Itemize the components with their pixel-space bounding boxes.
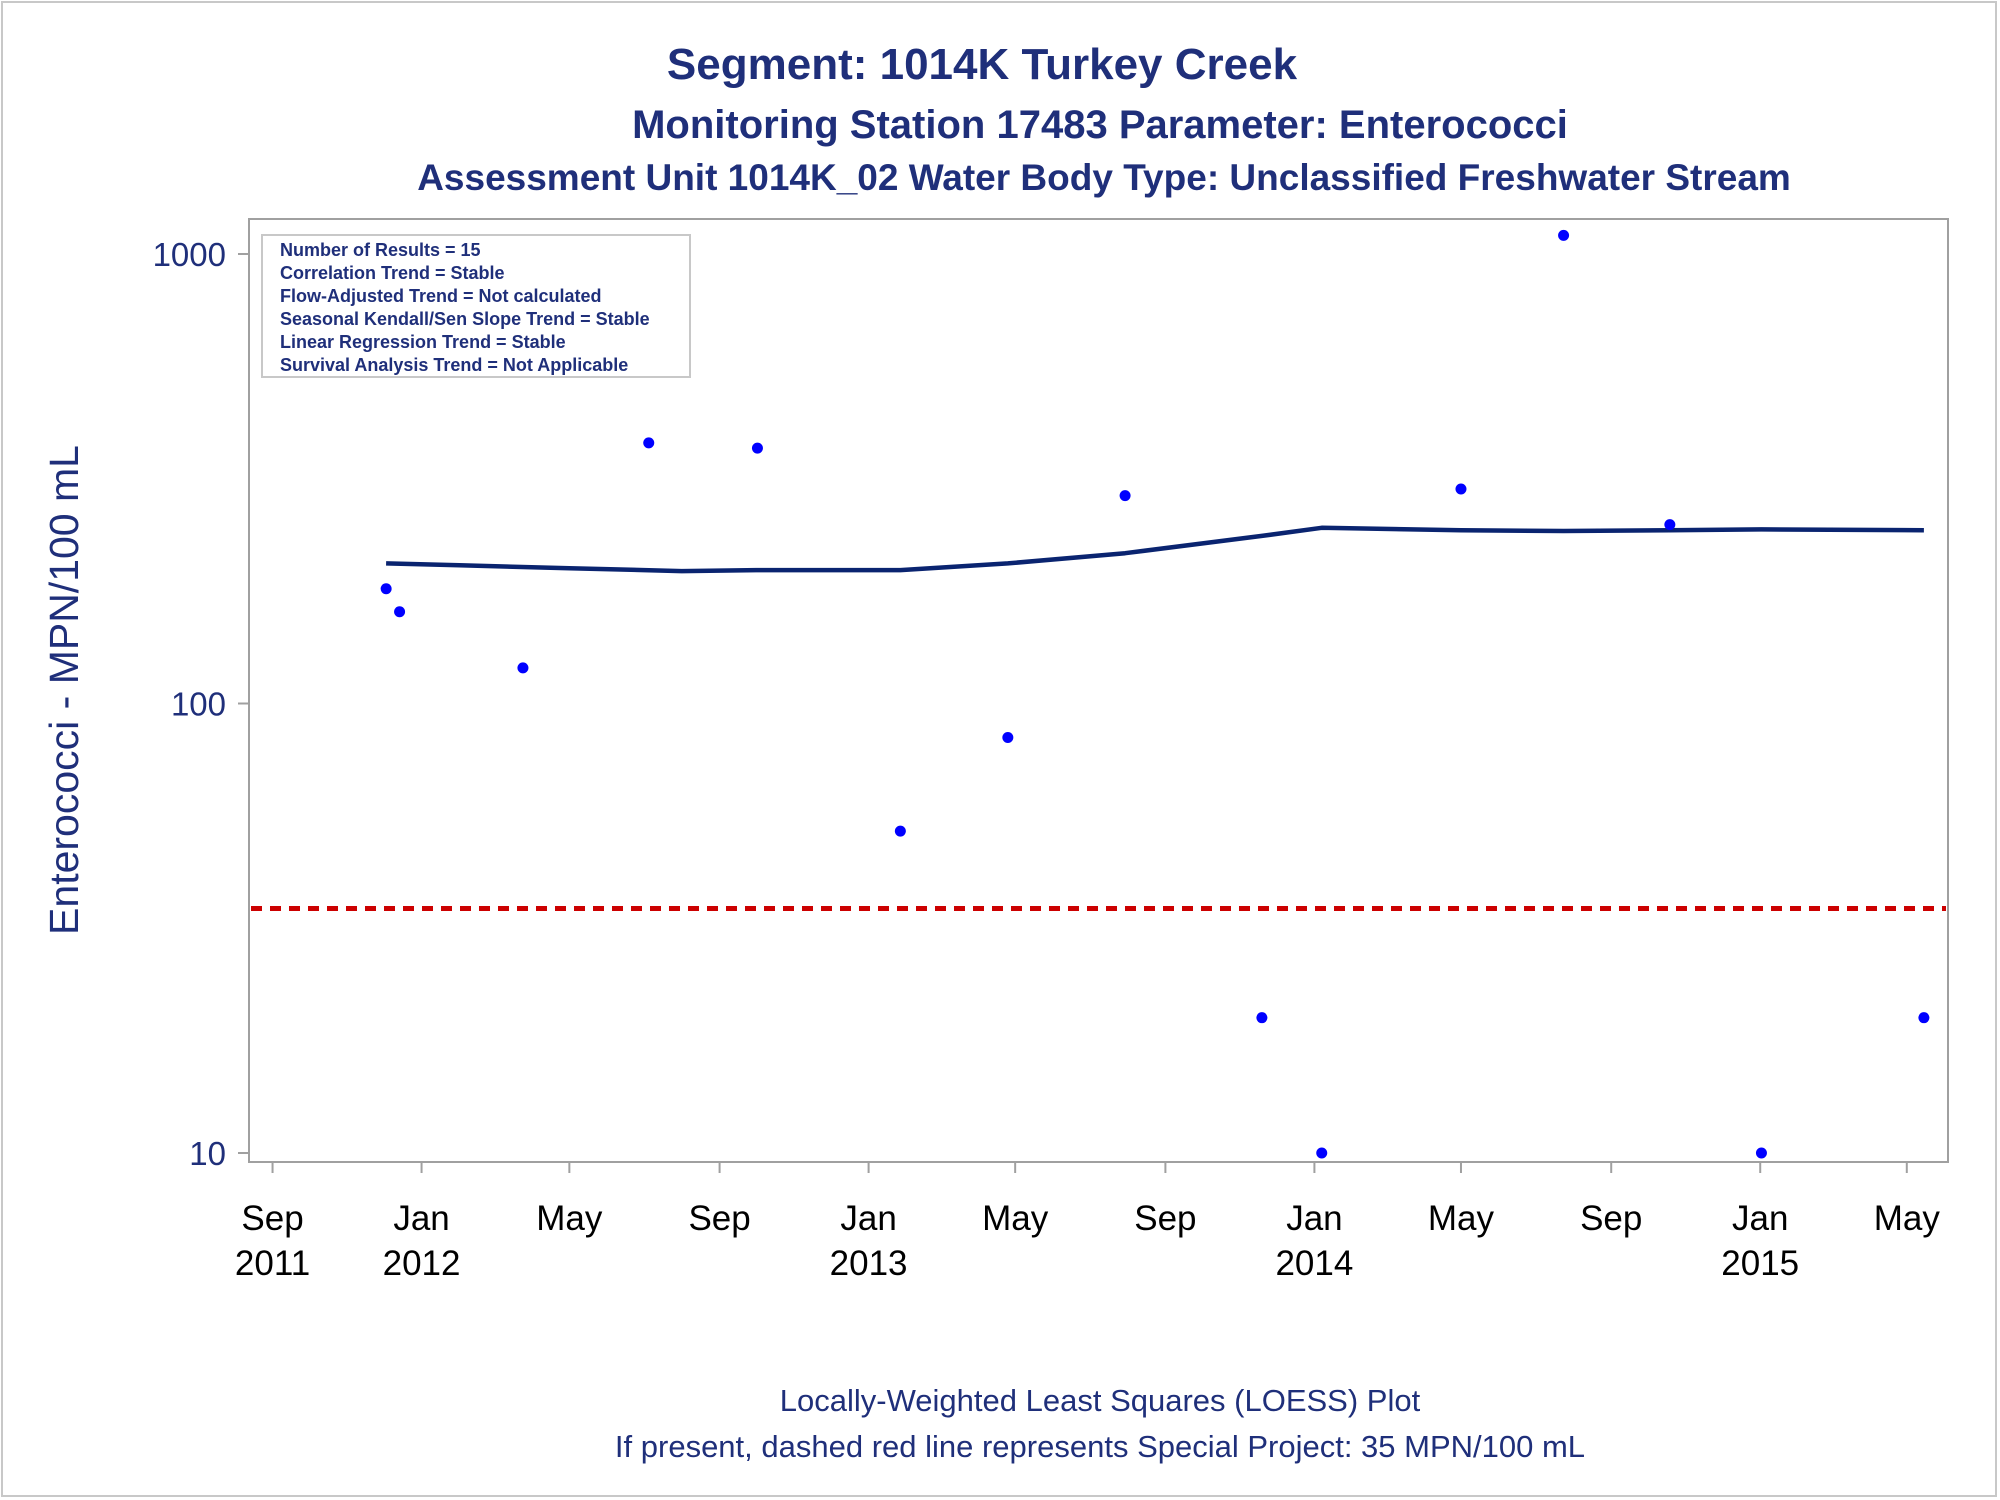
data-point: [1664, 519, 1676, 531]
x-axis: Sep 2011 Jan 2012 May Sep Jan 2013 May Sep Jan 2014…: [235, 1161, 1941, 1283]
data-point: [751, 442, 763, 454]
chart-title: Segment: 1014K Turkey Creek: [667, 40, 1298, 89]
stats-box: [261, 234, 691, 378]
x-tick-label: May: [1428, 1199, 1495, 1238]
stats-line-2: Correlation Trend = Stable: [280, 263, 505, 283]
y-tick-label: 10: [189, 1135, 226, 1172]
x-tick-label: May: [982, 1199, 1049, 1238]
loess-line: [386, 525, 1924, 574]
data-point: [643, 437, 655, 449]
data-point: [1558, 229, 1570, 241]
y-tick-label: 100: [171, 686, 226, 723]
x-tick-label: May: [536, 1199, 603, 1238]
chart-subtitle-station: Monitoring Station 17483 Parameter: Ente…: [632, 103, 1568, 147]
x-tick-label: Jan: [840, 1199, 896, 1238]
x-tick-label: Sep: [241, 1199, 303, 1238]
y-axis-label: Enterococci - MPN/100 mL: [41, 445, 87, 935]
data-points-layer: [380, 229, 1930, 1159]
data-point: [380, 583, 392, 595]
data-point: [1002, 732, 1014, 744]
chart-subtitle-assessment: Assessment Unit 1014K_02 Water Body Type…: [417, 157, 1791, 198]
stats-line-1: Number of Results = 15: [280, 240, 481, 260]
stats-line-4: Seasonal Kendall/Sen Slope Trend = Stabl…: [280, 309, 650, 329]
x-tick-label: May: [1874, 1199, 1941, 1238]
footnote-reference: If present, dashed red line represents S…: [615, 1429, 1585, 1464]
x-tick-label: Jan: [1732, 1199, 1788, 1238]
data-point: [1755, 1147, 1767, 1159]
data-point: [394, 606, 406, 618]
y-tick-label: 1000: [153, 236, 226, 273]
x-tick-label: Sep: [688, 1199, 750, 1238]
data-point: [894, 825, 906, 837]
stats-line-6: Survival Analysis Trend = Not Applicable: [280, 355, 628, 375]
x-tick-label: 2011: [235, 1244, 310, 1283]
x-tick-label: Jan: [1286, 1199, 1342, 1238]
stats-line-3: Flow-Adjusted Trend = Not calculated: [280, 286, 602, 306]
data-point: [1918, 1012, 1930, 1024]
loess-line-layer: [386, 525, 1924, 574]
x-tick-label: 2013: [830, 1244, 908, 1283]
x-tick-label: Sep: [1134, 1199, 1196, 1238]
data-point: [1316, 1147, 1328, 1159]
data-point: [1455, 483, 1467, 495]
x-tick-label: Sep: [1580, 1199, 1642, 1238]
x-tick-label: 2014: [1275, 1244, 1353, 1283]
data-point: [1256, 1012, 1268, 1024]
data-point: [517, 662, 529, 674]
x-tick-label: 2012: [383, 1244, 461, 1283]
x-tick-label: 2015: [1721, 1244, 1799, 1283]
data-point: [1119, 490, 1131, 502]
stats-line-5: Linear Regression Trend = Stable: [280, 332, 566, 352]
footnote-method: Locally-Weighted Least Squares (LOESS) P…: [780, 1383, 1421, 1418]
y-axis: 10 100 1000: [153, 236, 249, 1172]
x-tick-label: Jan: [393, 1199, 449, 1238]
